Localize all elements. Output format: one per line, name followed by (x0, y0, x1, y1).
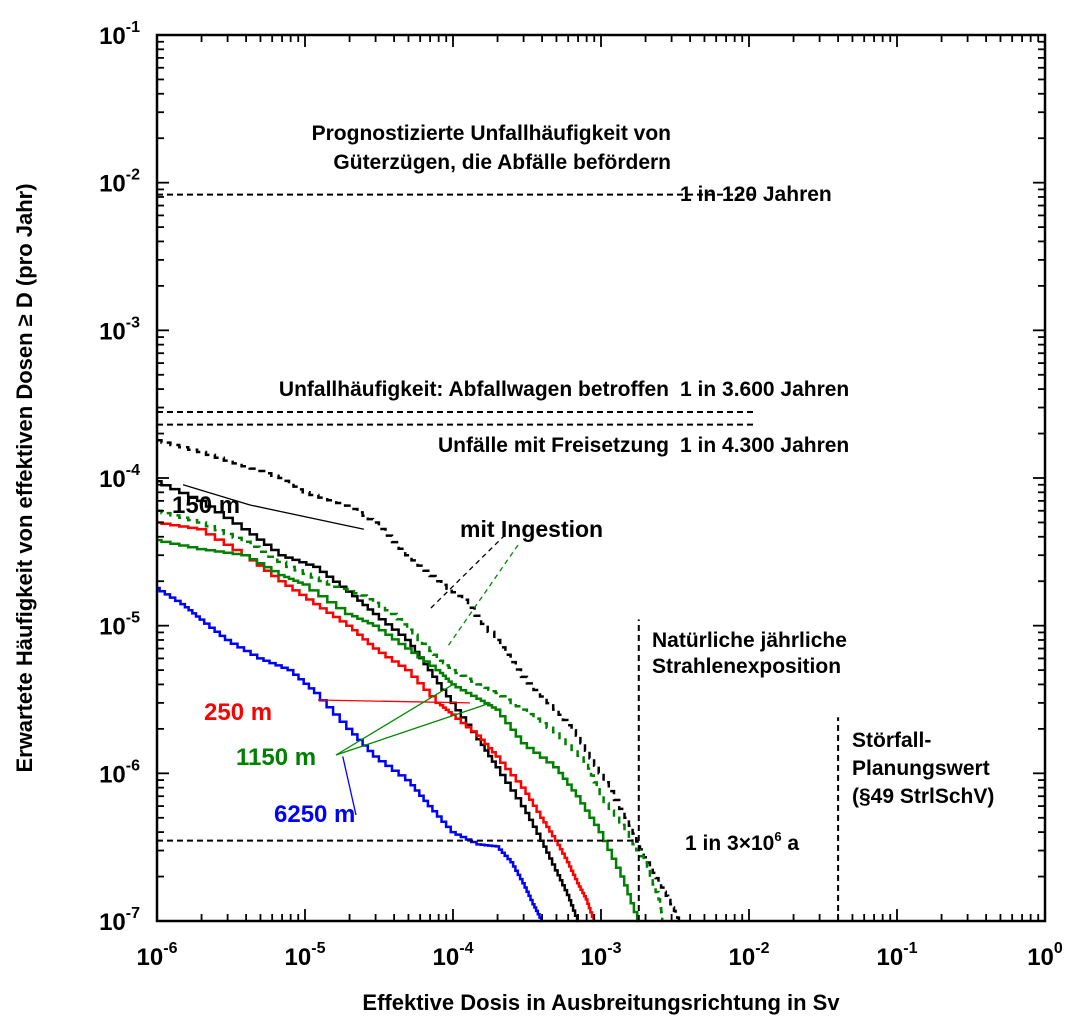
annotation-natural-line2: Strahlenexposition (652, 655, 841, 678)
annotation-planning-line3: (§49 StrlSchV) (852, 785, 994, 808)
annotation-waste-car: Unfallhäufigkeit: Abfallwagen betroffen (279, 378, 669, 401)
annotation-one-in-120: 1 in 120 Jahren (680, 183, 832, 206)
curve-1150m-ingestion (157, 509, 664, 923)
y-tick-label: 10-6 (99, 757, 140, 788)
x-tick-label: 10-5 (285, 940, 326, 971)
annotation-one-in-3600: 1 in 3.600 Jahren (680, 378, 849, 401)
series-label-150m: 150 m (172, 492, 240, 519)
tick-label-layer: 10-6 10-5 10-4 10-3 10-2 10-1 100 10-7 10-6 10-5 1… (99, 19, 1063, 971)
pointer-150m-a (182, 484, 251, 506)
annotation-three-million: 1 in 3×106 a (685, 829, 799, 855)
x-tick-label: 10-6 (137, 940, 178, 971)
curve-150m-ingestion (157, 439, 681, 923)
pointer-ingestion-black (429, 534, 506, 610)
x-tick-label: 100 (1027, 940, 1063, 971)
annotation-prognosis-line2: Güterzügen, die Abfälle befördern (333, 151, 671, 174)
pointer-250m (317, 699, 470, 704)
pointer-ingestion-green (445, 544, 519, 649)
y-tick-label: 10-2 (99, 167, 140, 198)
x-axis-label: Effektive Dosis in Ausbreitungsrichtung … (362, 990, 840, 1015)
reference-line-layer (157, 193, 840, 921)
series-label-1150m: 1150 m (236, 744, 316, 771)
curve-6250m (157, 586, 543, 923)
y-axis-label: Erwartete Häufigkeit von effektiven Dose… (12, 183, 37, 772)
annotation-natural-line1: Natürliche jährliche (652, 629, 847, 652)
y-tick-label: 10-5 (99, 610, 140, 641)
x-tick-label: 10-3 (581, 940, 622, 971)
tick-layer (156, 34, 1046, 922)
annotation-release: Unfälle mit Freisetzung (438, 434, 669, 457)
series-label-250m: 250 m (204, 699, 272, 726)
y-tick-label: 10-1 (99, 19, 140, 50)
pointer-150m-b (249, 504, 365, 530)
x-tick-label: 10-4 (433, 940, 474, 971)
y-tick-label: 10-4 (99, 462, 140, 493)
curve-150m (157, 480, 579, 923)
pointer-6250m (342, 756, 357, 816)
annotation-one-in-4300: 1 in 4.300 Jahren (680, 434, 849, 457)
annotation-planning-line2: Planungswert (852, 757, 990, 780)
curve-layer (157, 439, 681, 923)
pointer-line-layer (182, 484, 519, 816)
pointer-1150m-a (335, 683, 454, 756)
annotation-layer: Prognostizierte Unfallhäufigkeit von Güte… (172, 122, 994, 855)
y-tick-label: 10-7 (99, 905, 140, 936)
y-tick-label: 10-3 (99, 314, 140, 345)
annotation-ingestion: mit Ingestion (460, 516, 603, 542)
x-tick-label: 10-2 (729, 940, 770, 971)
series-label-6250m: 6250 m (274, 801, 355, 828)
annotation-prognosis-line1: Prognostizierte Unfallhäufigkeit von (312, 122, 671, 145)
annotation-planning-line1: Störfall- (852, 729, 931, 752)
x-tick-label: 10-1 (877, 940, 918, 971)
pointer-1150m-b (335, 702, 491, 756)
curve-250m (157, 521, 595, 923)
curve-1150m (157, 538, 639, 923)
